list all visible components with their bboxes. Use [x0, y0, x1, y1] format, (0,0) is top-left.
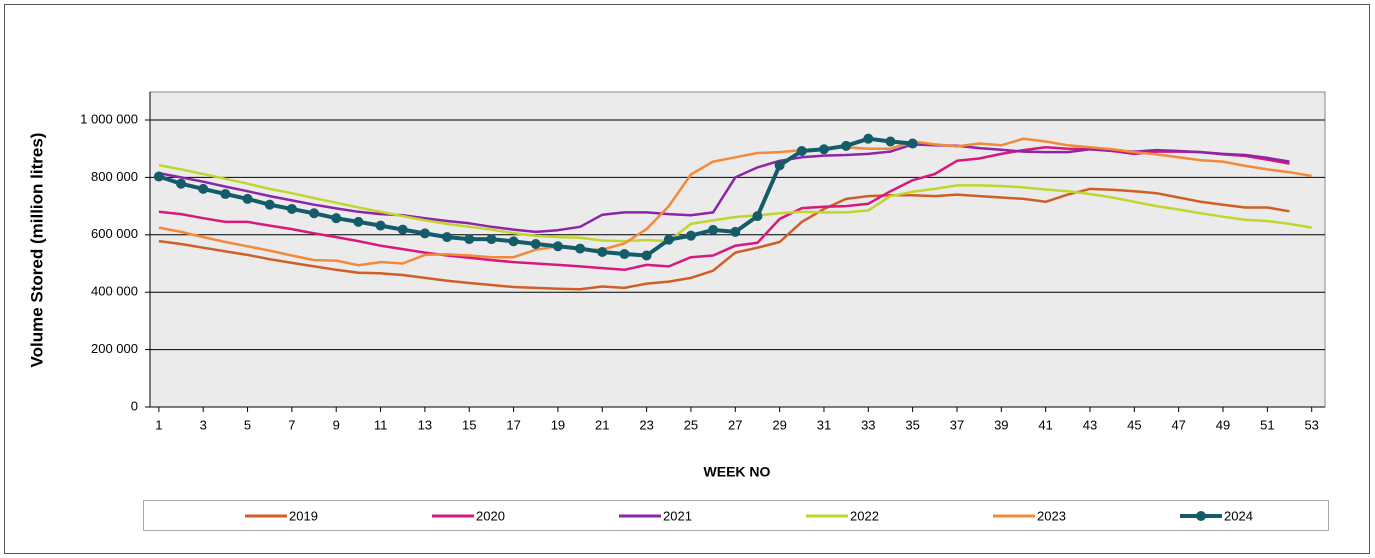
- y-tick-label: 600 000: [91, 226, 138, 241]
- x-tick-label: 13: [418, 417, 432, 432]
- x-tick-label: 19: [551, 417, 565, 432]
- series-marker: [198, 183, 209, 194]
- x-tick-label: 33: [861, 417, 875, 432]
- legend: [143, 500, 1329, 531]
- series-marker: [597, 247, 608, 258]
- series-marker: [907, 138, 918, 149]
- legend-label: 2020: [476, 508, 505, 523]
- x-tick-label: 41: [1038, 417, 1052, 432]
- y-tick-label: 400 000: [91, 284, 138, 299]
- y-tick-label: 1 000 000: [80, 111, 138, 126]
- series-marker: [619, 249, 630, 260]
- series-marker: [508, 236, 519, 247]
- series-marker: [685, 230, 696, 241]
- series-marker: [663, 234, 674, 245]
- series-marker: [774, 160, 785, 171]
- legend-label: 2022: [850, 508, 879, 523]
- series-marker: [153, 171, 164, 182]
- x-tick-label: 11: [374, 417, 388, 432]
- series-marker: [464, 234, 475, 245]
- x-tick-label: 27: [728, 417, 742, 432]
- series-marker: [375, 220, 386, 231]
- x-tick-label: 45: [1127, 417, 1141, 432]
- series-marker: [752, 211, 763, 222]
- series-line: [158, 143, 1290, 234]
- series-marker: [841, 140, 852, 151]
- x-tick-label: 5: [244, 417, 251, 432]
- legend-label: 2019: [289, 508, 318, 523]
- series-marker: [530, 238, 541, 249]
- series-marker: [708, 224, 719, 235]
- series-marker: [419, 228, 430, 239]
- series-marker: [863, 133, 874, 144]
- series-marker: [730, 226, 741, 237]
- series-marker: [331, 213, 342, 224]
- x-tick-label: 29: [772, 417, 786, 432]
- y-tick-label: 0: [131, 398, 138, 413]
- x-tick-label: 1: [155, 417, 162, 432]
- x-tick-label: 23: [639, 417, 653, 432]
- series-line: [158, 187, 1290, 291]
- series-marker: [353, 216, 364, 227]
- series-marker: [486, 234, 497, 245]
- legend-marker: [1196, 511, 1206, 521]
- y-axis-title: Volume Stored (million litres): [27, 133, 46, 368]
- series-marker: [309, 208, 320, 219]
- y-tick-label: 800 000: [91, 169, 138, 184]
- series-marker: [885, 136, 896, 147]
- series-marker: [641, 250, 652, 261]
- x-tick-label: 51: [1260, 417, 1274, 432]
- x-axis-title: WEEK NO: [704, 464, 771, 480]
- series-marker: [442, 232, 453, 243]
- x-tick-label: 31: [817, 417, 831, 432]
- plot-area: [149, 91, 1326, 408]
- x-tick-label: 43: [1083, 417, 1097, 432]
- series-marker: [796, 145, 807, 156]
- series-marker: [575, 243, 586, 254]
- x-tick-label: 37: [950, 417, 964, 432]
- x-tick-label: 49: [1216, 417, 1230, 432]
- series-marker: [176, 178, 187, 189]
- series-marker: [220, 189, 231, 200]
- series-marker: [242, 193, 253, 204]
- legend-label: 2023: [1037, 508, 1066, 523]
- legend-label: 2021: [663, 508, 692, 523]
- series-line: [158, 137, 1312, 267]
- series-marker: [264, 199, 275, 210]
- series-marker: [552, 241, 563, 252]
- series-marker: [397, 224, 408, 235]
- legend-label: 2024: [1224, 508, 1253, 523]
- x-tick-label: 53: [1304, 417, 1318, 432]
- x-tick-label: 39: [994, 417, 1008, 432]
- x-tick-label: 15: [462, 417, 476, 432]
- series-marker: [286, 203, 297, 214]
- x-tick-label: 47: [1171, 417, 1185, 432]
- y-tick-label: 200 000: [91, 341, 138, 356]
- x-tick-label: 7: [288, 417, 295, 432]
- x-tick-label: 35: [905, 417, 919, 432]
- series-marker: [818, 144, 829, 155]
- x-tick-label: 3: [200, 417, 207, 432]
- x-tick-label: 9: [333, 417, 340, 432]
- x-tick-label: 25: [684, 417, 698, 432]
- series-line: [158, 163, 1312, 243]
- x-tick-label: 17: [506, 417, 520, 432]
- x-tick-label: 21: [595, 417, 609, 432]
